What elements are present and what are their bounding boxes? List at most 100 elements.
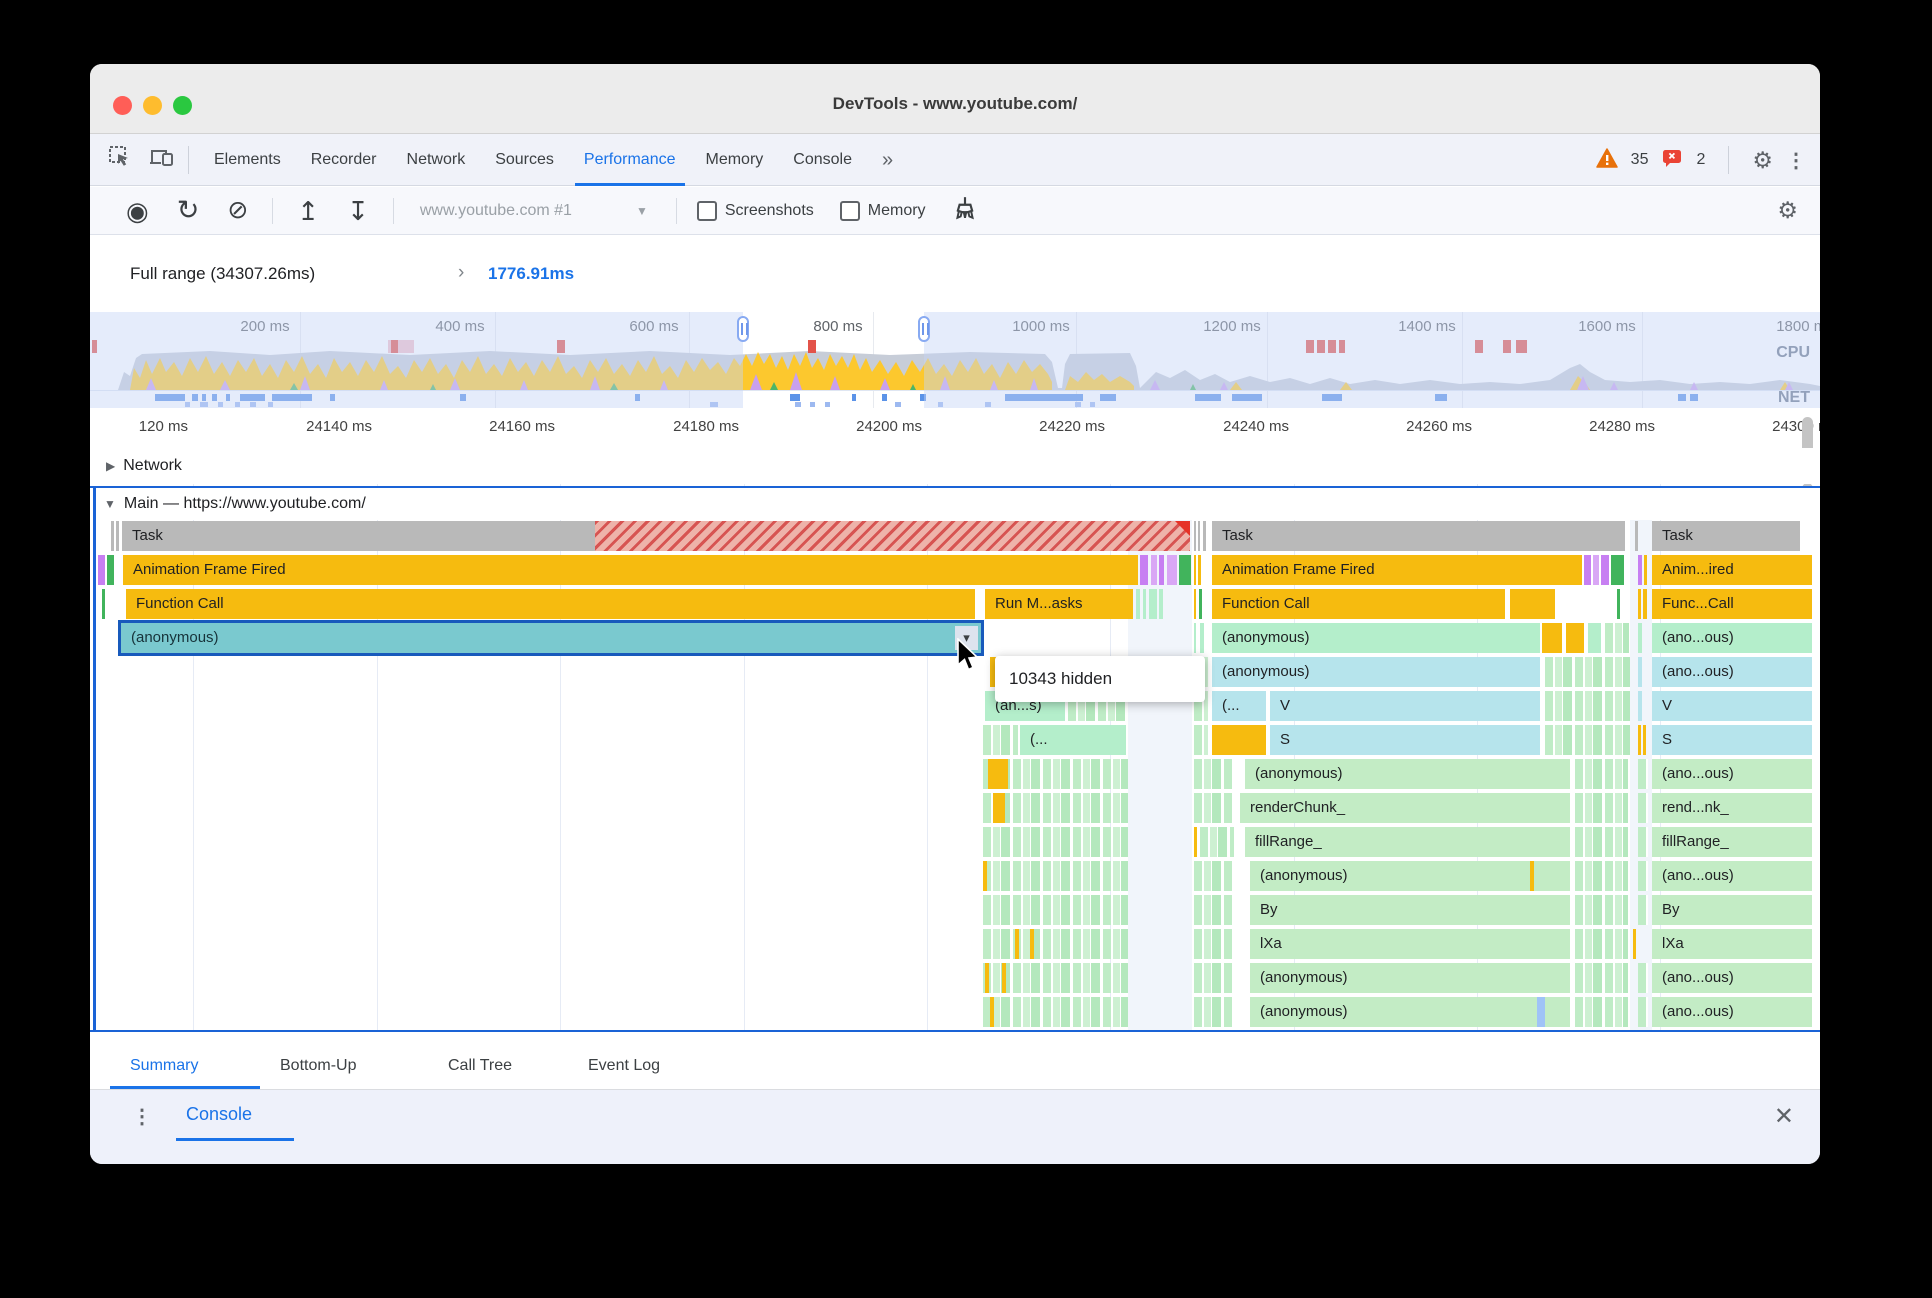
mouse-cursor-icon (957, 638, 979, 671)
drawer-kebab-icon[interactable]: ⋮ (132, 1106, 152, 1128)
bar-label: Function Call (1222, 595, 1310, 612)
timeline-overview[interactable]: 200 ms 400 ms 600 ms 800 ms 1000 ms 1200… (90, 312, 1820, 409)
flame-bar-paren[interactable]: (... (1020, 725, 1126, 755)
bar-label: S (1280, 731, 1291, 748)
overview-dim-left (90, 312, 743, 408)
flame-bar-fillrange[interactable]: fillRange_ (1245, 827, 1570, 857)
network-track-header[interactable]: ▶ Network (90, 448, 1820, 484)
flame-bar-function-call[interactable]: Function Call (126, 589, 975, 619)
drawer-close-icon[interactable]: ✕ (1773, 1103, 1794, 1130)
overview-tick: 800 ms (813, 318, 863, 335)
close-button[interactable] (113, 96, 132, 115)
divider (675, 197, 677, 224)
flame-bar-animation-frame-fired[interactable]: Anim...ired (1652, 555, 1812, 585)
tab-console[interactable]: Console (793, 150, 852, 168)
flame-bar-anonymous[interactable]: (ano...ous) (1652, 657, 1812, 687)
load-profile-icon[interactable]: ↥ (297, 195, 320, 226)
tab-memory[interactable]: Memory (705, 150, 764, 168)
flame-bar-lxa[interactable]: lXa (1250, 929, 1570, 959)
flame-bar-animation-frame-fired[interactable]: Animation Frame Fired (1212, 555, 1582, 585)
error-count[interactable]: 2 (1696, 151, 1706, 168)
device-toolbar-icon[interactable] (148, 145, 174, 174)
flame-bar-v[interactable]: V (1652, 691, 1812, 721)
flame-bar-s[interactable]: S (1270, 725, 1540, 755)
network-track-label: Network (123, 457, 182, 474)
record-icon[interactable]: ◉ (126, 195, 149, 226)
flame-bar-anonymous[interactable]: (anonymous) (1250, 963, 1570, 993)
flame-bar-function-call[interactable]: Function Call (1212, 589, 1505, 619)
flame-bar-task[interactable]: Task (1652, 521, 1800, 551)
flame-bar-anonymous[interactable]: (anonymous) (1250, 997, 1570, 1027)
tab-sources[interactable]: Sources (495, 150, 554, 168)
full-range-crumb[interactable]: Full range (34307.26ms) (130, 264, 316, 283)
expand-triangle-icon[interactable]: ▶ (106, 459, 116, 473)
flame-bar-anonymous[interactable]: (ano...ous) (1652, 759, 1812, 789)
history-select[interactable]: www.youtube.com #1 (419, 201, 572, 219)
flame-bar-task[interactable]: Task (1212, 521, 1625, 551)
tab-recorder[interactable]: Recorder (310, 150, 377, 168)
settings-gear-icon[interactable]: ⚙ (1752, 146, 1773, 173)
flame-bar-paren[interactable]: (... (1212, 691, 1266, 721)
bar-label: Animation Frame Fired (1222, 561, 1375, 578)
capture-settings-gear-icon[interactable]: ⚙ (1777, 197, 1798, 223)
warning-icon[interactable] (1595, 147, 1618, 173)
selection-left-handle[interactable] (737, 316, 749, 342)
flame-bar-animation-frame-fired[interactable]: Animation Frame Fired (123, 555, 1138, 585)
flame-bar-anonymous[interactable]: (anonymous) (1212, 657, 1540, 687)
screenshots-checkbox[interactable] (696, 200, 717, 221)
main-track-header[interactable]: ▼ Main — https://www.youtube.com/ (90, 488, 1820, 520)
zoom-button[interactable] (173, 96, 192, 115)
more-tabs-icon[interactable]: » (881, 148, 894, 171)
flame-bar-renderchunk[interactable]: renderChunk_ (1240, 793, 1570, 823)
error-icon[interactable] (1661, 148, 1683, 173)
selection-right-handle[interactable] (918, 316, 930, 342)
flame-bar-anonymous[interactable]: (ano...ous) (1652, 963, 1812, 993)
drawer-tab-console[interactable]: Console (186, 1104, 253, 1124)
tab-summary[interactable]: Summary (130, 1057, 199, 1074)
overview-tick: 1200 ms (1203, 318, 1261, 335)
network-activity-band (90, 390, 1820, 408)
flame-bar-anonymous-selected[interactable]: (anonymous) ▾ (118, 620, 984, 656)
flame-bar-anonymous[interactable]: (ano...ous) (1652, 861, 1812, 891)
tab-performance[interactable]: Performance (569, 134, 691, 186)
overview-tick: 1000 ms (1012, 318, 1070, 335)
bar-label: (ano...ous) (1662, 969, 1734, 986)
flame-bar-anonymous[interactable]: (ano...ous) (1652, 997, 1812, 1027)
flame-bar-s[interactable]: S (1652, 725, 1812, 755)
clear-icon[interactable]: ⊘ (227, 196, 249, 224)
scrollbar-thumb[interactable] (1802, 417, 1813, 457)
flame-bar-function-call[interactable]: Func...Call (1652, 589, 1812, 619)
flame-bar-fillrange[interactable]: fillRange_ (1652, 827, 1812, 857)
flame-b​ar-renderchunk[interactable]: rend...nk_ (1652, 793, 1812, 823)
collect-garbage-icon[interactable] (952, 195, 978, 226)
flame-bar-anonymous[interactable]: (anonymous) (1250, 861, 1570, 891)
bar-label: Func...Call (1662, 595, 1734, 612)
minimize-button[interactable] (143, 96, 162, 115)
select-dropdown-icon[interactable]: ▼ (635, 203, 648, 218)
tab-bottom-up[interactable]: Bottom-Up (280, 1057, 357, 1074)
flame-bar-script[interactable] (1212, 725, 1266, 755)
flame-bar-by[interactable]: By (1652, 895, 1812, 925)
memory-checkbox[interactable] (839, 200, 860, 221)
reload-and-record-icon[interactable]: ↻ (176, 195, 200, 225)
bar-label: (ano...ous) (1662, 663, 1734, 680)
tab-event-log[interactable]: Event Log (588, 1057, 661, 1074)
inspect-icon[interactable] (108, 145, 132, 174)
tab-call-tree[interactable]: Call Tree (448, 1057, 513, 1074)
flame-bar-run-microtasks[interactable]: Run M...asks (985, 589, 1133, 619)
tab-elements[interactable]: Elements (214, 150, 281, 168)
collapse-triangle-icon[interactable]: ▼ (104, 497, 116, 511)
kebab-menu-icon[interactable]: ⋮ (1786, 149, 1806, 172)
flame-bar-anonymous[interactable]: (anonymous) (1212, 623, 1540, 653)
warning-count[interactable]: 35 (1630, 151, 1649, 168)
memory-label: Memory (867, 201, 926, 219)
flame-bar-by[interactable]: By (1250, 895, 1570, 925)
overview-tick: 1800 ms (1776, 318, 1820, 335)
flame-bar-anonymous[interactable]: (ano...ous) (1652, 623, 1812, 653)
save-profile-icon[interactable]: ↧ (347, 195, 369, 226)
selected-range-crumb[interactable]: 1776.91ms (488, 264, 575, 283)
flame-bar-lxa[interactable]: lXa (1652, 929, 1812, 959)
flame-bar-anonymous[interactable]: (anonymous) (1245, 759, 1570, 789)
flame-bar-v[interactable]: V (1270, 691, 1540, 721)
tab-network[interactable]: Network (406, 150, 466, 168)
